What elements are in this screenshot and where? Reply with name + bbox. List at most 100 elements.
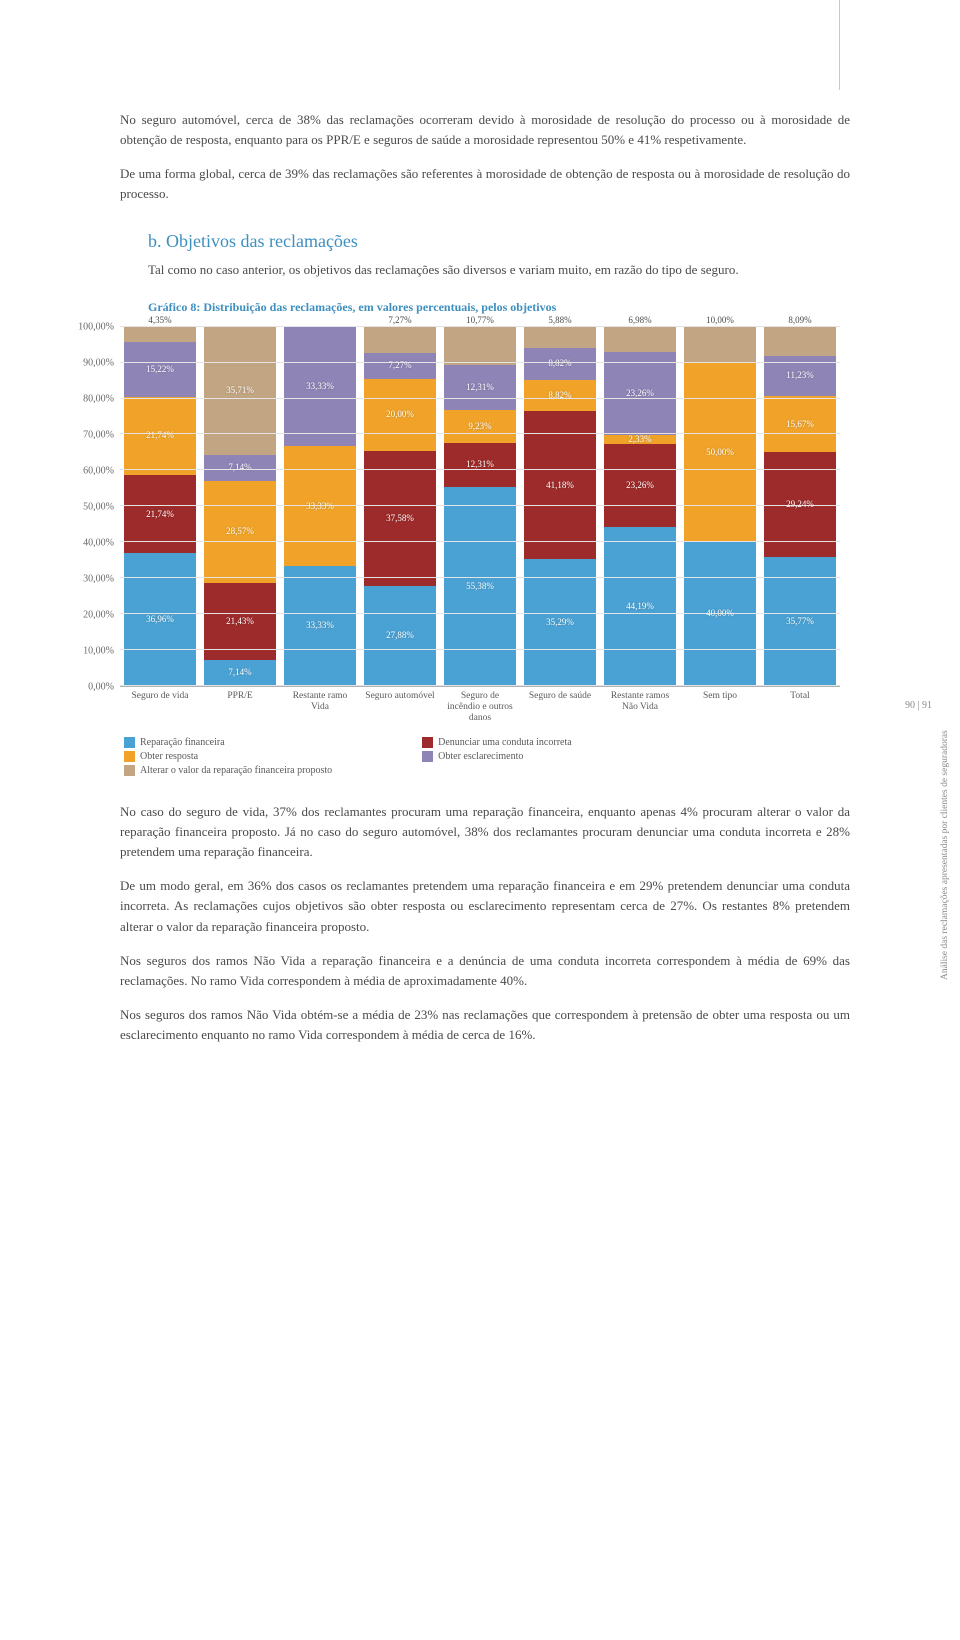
- chart-area: 0,00%10,00%20,00%30,00%40,00%50,00%60,00…: [60, 327, 840, 687]
- legend-label: Alterar o valor da reparação financeira …: [140, 765, 332, 776]
- bar-segment-alterar_valor: 8,09%: [764, 327, 836, 356]
- legend-swatch: [422, 751, 433, 762]
- legend-swatch: [124, 751, 135, 762]
- legend-label: Obter resposta: [140, 751, 198, 762]
- bar-segment-alterar_valor: 10,00%: [684, 327, 756, 363]
- legend-item: Obter resposta: [124, 751, 332, 762]
- legend-col-right: Denunciar uma conduta incorreta Obter esc…: [422, 737, 572, 776]
- bar-segment-alterar_valor: 35,71%: [204, 327, 276, 455]
- legend-label: Reparação financeira: [140, 737, 225, 748]
- bar-segment-reparacao: 36,96%: [124, 553, 196, 686]
- segment-label: 12,31%: [466, 383, 494, 392]
- grid-line: [120, 685, 840, 686]
- bar-segment-reparacao: 40,00%: [684, 542, 756, 686]
- grid-line: [120, 433, 840, 434]
- segment-label: 41,18%: [546, 481, 574, 490]
- bar-segment-reparacao: 7,14%: [204, 660, 276, 686]
- segment-label: 35,29%: [546, 618, 574, 627]
- y-tick-label: 80,00%: [83, 393, 114, 404]
- bar-segment-obter_resposta: 2,33%: [604, 435, 676, 443]
- grid-line: [120, 362, 840, 363]
- segment-label: 7,27%: [388, 316, 411, 325]
- grid-line: [120, 613, 840, 614]
- bar-segment-obter_resposta: 28,57%: [204, 481, 276, 584]
- bar-segment-obter_resposta: 8,82%: [524, 380, 596, 412]
- bar-segment-obter_esclarecimento: 7,27%: [364, 353, 436, 379]
- bar-segment-denunciar: 37,58%: [364, 451, 436, 586]
- bar-segment-obter_resposta: 9,23%: [444, 410, 516, 443]
- bar-segment-alterar_valor: 4,35%: [124, 327, 196, 343]
- grid-line: [120, 577, 840, 578]
- bar-segment-obter_esclarecimento: 23,26%: [604, 352, 676, 435]
- segment-label: 4,35%: [148, 316, 171, 325]
- after-chart-text: No caso do seguro de vida, 37% dos recla…: [120, 802, 850, 1045]
- bar-column: 36,96%21,74%21,74%15,22%4,35%: [124, 327, 196, 686]
- bar-segment-denunciar: 12,31%: [444, 443, 516, 487]
- bar-segment-reparacao: 35,29%: [524, 559, 596, 686]
- bar-segment-alterar_valor: 6,98%: [604, 327, 676, 352]
- legend-item: Reparação financeira: [124, 737, 332, 748]
- segment-label: 44,19%: [626, 602, 654, 611]
- bar-segment-reparacao: 27,88%: [364, 586, 436, 686]
- segment-label: 33,33%: [306, 621, 334, 630]
- legend-item: Denunciar uma conduta incorreta: [422, 737, 572, 748]
- bar-segment-obter_esclarecimento: 7,14%: [204, 455, 276, 481]
- segment-label: 10,77%: [466, 316, 494, 325]
- legend-item: Alterar o valor da reparação financeira …: [124, 765, 332, 776]
- section-intro: Tal como no caso anterior, os objetivos …: [120, 260, 850, 280]
- bar-segment-obter_esclarecimento: 8,82%: [524, 348, 596, 380]
- segment-label: 23,26%: [626, 481, 654, 490]
- bar-segment-obter_resposta: 21,74%: [124, 397, 196, 475]
- segment-label: 33,33%: [306, 382, 334, 391]
- segment-label: 37,58%: [386, 514, 414, 523]
- grid-line: [120, 505, 840, 506]
- bar-segment-obter_resposta: 20,00%: [364, 379, 436, 451]
- x-axis-label: Restante ramos Não Vida: [604, 691, 676, 725]
- y-tick-label: 0,00%: [88, 681, 114, 692]
- segment-label: 33,33%: [306, 502, 334, 511]
- segment-label: 15,22%: [146, 365, 174, 374]
- x-axis-label: PPR/E: [204, 691, 276, 725]
- legend-swatch: [124, 737, 135, 748]
- segment-label: 2,33%: [628, 435, 651, 444]
- bar-segment-obter_resposta: 50,00%: [684, 363, 756, 543]
- segment-label: 8,82%: [548, 359, 571, 368]
- bar-column: 44,19%23,26%2,33%23,26%6,98%: [604, 327, 676, 686]
- decorative-rule: [839, 0, 840, 90]
- legend-item: Obter esclarecimento: [422, 751, 572, 762]
- segment-label: 5,88%: [548, 316, 571, 325]
- y-tick-label: 10,00%: [83, 645, 114, 656]
- bar-column: 35,29%41,18%8,82%8,82%5,88%: [524, 327, 596, 686]
- grid-line: [120, 469, 840, 470]
- chart-title: Gráfico 8: Distribuição das reclamações,…: [120, 300, 850, 315]
- segment-label: 10,00%: [706, 316, 734, 325]
- legend-label: Denunciar uma conduta incorreta: [438, 737, 572, 748]
- segment-label: 55,38%: [466, 582, 494, 591]
- bar-segment-reparacao: 55,38%: [444, 487, 516, 686]
- y-tick-label: 60,00%: [83, 465, 114, 476]
- bar-column: 27,88%37,58%20,00%7,27%7,27%: [364, 327, 436, 686]
- segment-label: 35,71%: [226, 386, 254, 395]
- paragraph-1: No seguro automóvel, cerca de 38% das re…: [120, 110, 850, 150]
- segment-label: 27,88%: [386, 631, 414, 640]
- paragraph-5: Nos seguros dos ramos Não Vida a reparaç…: [120, 951, 850, 991]
- grid-line: [120, 541, 840, 542]
- bar-segment-alterar_valor: 10,77%: [444, 327, 516, 366]
- grid-line: [120, 398, 840, 399]
- bar-column: 40,00%50,00%10,00%: [684, 327, 756, 686]
- legend-col-left: Reparação financeira Obter resposta Altera…: [124, 737, 332, 776]
- chart: 0,00%10,00%20,00%30,00%40,00%50,00%60,00…: [60, 327, 840, 776]
- y-tick-label: 90,00%: [83, 357, 114, 368]
- y-axis: 0,00%10,00%20,00%30,00%40,00%50,00%60,00…: [60, 327, 120, 687]
- segment-label: 6,98%: [628, 316, 651, 325]
- y-tick-label: 50,00%: [83, 501, 114, 512]
- x-axis-label: Total: [764, 691, 836, 725]
- bar-segment-reparacao: 44,19%: [604, 527, 676, 686]
- segment-label: 11,23%: [786, 371, 813, 380]
- bar-column: 33,33% 33,33% 33,33%: [284, 327, 356, 686]
- paragraph-3: No caso do seguro de vida, 37% dos recla…: [120, 802, 850, 862]
- segment-label: 7,27%: [388, 361, 411, 370]
- bar-segment-obter_esclarecimento: 12,31%: [444, 365, 516, 409]
- segment-label: 7,14%: [228, 463, 251, 472]
- bars-container: 36,96%21,74%21,74%15,22%4,35%7,14%21,43%…: [120, 327, 840, 686]
